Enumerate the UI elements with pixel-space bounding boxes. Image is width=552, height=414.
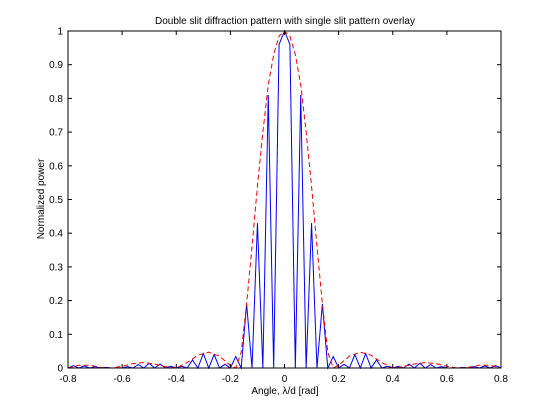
x-tick-label: -0.2 [222, 374, 240, 385]
y-tick-label: 0.4 [49, 229, 63, 240]
y-tick-label: 0.9 [49, 60, 63, 71]
y-tick-label: 0.5 [49, 195, 63, 206]
y-tick-label: 0.3 [49, 262, 63, 273]
x-tick-label: -0.6 [114, 374, 132, 385]
series-line-0 [67, 29, 502, 370]
y-axis-label: Normalized power [36, 158, 47, 239]
axis-tick-labels: -0.8 -0.6 -0.4 -0.2 0 0.2 0.4 0.6 0.8 0 0.1 0.2 0.3 0… [49, 27, 508, 386]
y-tick-label: 0.8 [49, 94, 63, 105]
x-tick-label: 0.8 [494, 374, 508, 385]
axis-ticks [67, 30, 502, 369]
x-axis-label: Angle, λ/d [rad] [251, 386, 318, 397]
x-tick-label: -0.8 [59, 374, 77, 385]
x-tick-label: 0.4 [386, 374, 400, 385]
y-tick-label: 0.2 [49, 296, 63, 307]
series-line-1 [67, 30, 502, 369]
y-tick-label: 0.7 [49, 128, 63, 139]
x-tick-label: 0.2 [332, 374, 346, 385]
x-tick-label: -0.4 [168, 374, 186, 385]
x-tick-label: 0.6 [440, 374, 454, 385]
y-tick-label: 0.6 [49, 161, 63, 172]
y-tick-label: 1 [57, 27, 63, 38]
plot-lines [67, 29, 502, 370]
y-tick-label: 0.1 [49, 330, 63, 341]
y-tick-label: 0 [57, 364, 63, 375]
plot-frame [67, 30, 502, 369]
chart-title: Double slit diffraction pattern with sin… [155, 16, 415, 27]
x-tick-label: 0 [282, 374, 288, 385]
